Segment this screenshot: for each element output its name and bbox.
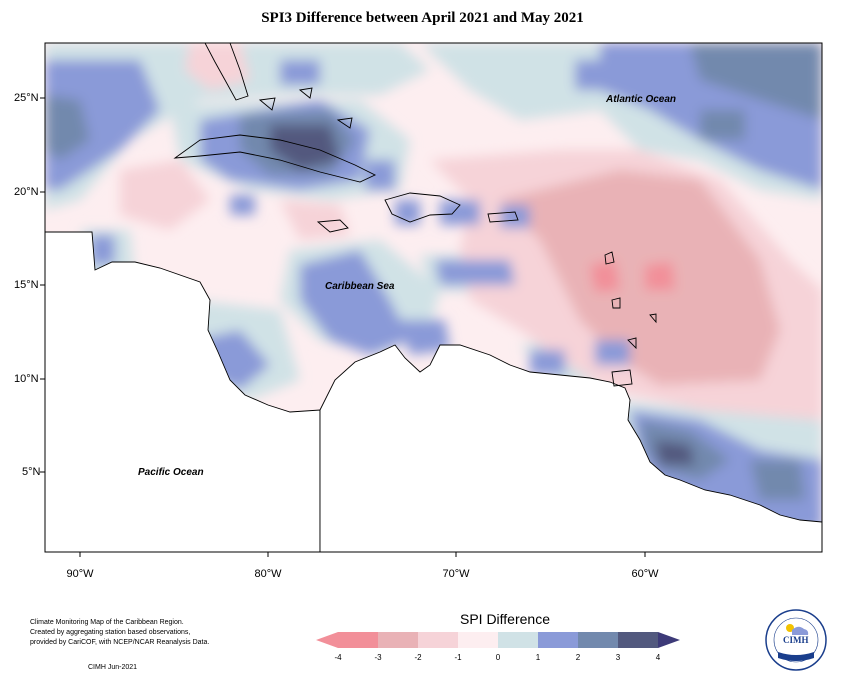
lon-label-60w: 60°W bbox=[631, 568, 659, 580]
lon-label-70w: 70°W bbox=[442, 568, 470, 580]
legend-title: SPI Difference bbox=[459, 611, 550, 627]
legend-tick: 4 bbox=[655, 653, 661, 662]
legend-tick: -3 bbox=[374, 653, 382, 662]
lat-label-20n: 20°N bbox=[14, 186, 39, 198]
legend-tick: 2 bbox=[575, 653, 581, 662]
credit-date: CIMH Jun-2021 bbox=[88, 664, 138, 671]
land-outlines bbox=[45, 43, 822, 552]
legend-tick: 3 bbox=[615, 653, 621, 662]
legend-tick: -2 bbox=[414, 653, 422, 662]
caribbean-sea-label: Caribbean Sea bbox=[325, 281, 395, 292]
lat-label-25n: 25°N bbox=[14, 92, 39, 104]
lon-label-80w: 80°W bbox=[254, 568, 282, 580]
logo-text: CIMH bbox=[783, 635, 809, 645]
atlantic-ocean-label: Atlantic Ocean bbox=[606, 94, 677, 105]
axis-ticks bbox=[40, 97, 646, 557]
legend-tick: -4 bbox=[334, 653, 342, 662]
lat-label-5n: 5°N bbox=[22, 466, 41, 478]
credit-text: Climate Monitoring Map of the Caribbean … bbox=[30, 618, 250, 648]
lat-label-15n: 15°N bbox=[14, 279, 39, 291]
map-frame bbox=[44, 42, 823, 553]
legend-tick: 0 bbox=[495, 653, 501, 662]
pacific-ocean-label: Pacific Ocean bbox=[138, 467, 204, 478]
credit-line-1: Climate Monitoring Map of the Caribbean … bbox=[30, 619, 184, 626]
legend-colorbar bbox=[316, 632, 680, 648]
cimh-logo bbox=[765, 609, 827, 671]
credit-line-2: Created by aggregating station based obs… bbox=[30, 629, 191, 636]
map-title: SPI3 Difference between April 2021 and M… bbox=[261, 10, 584, 26]
legend-tick: -1 bbox=[454, 653, 462, 662]
credit-line-3: provided by CariCOF, with NCEP/NCAR Rean… bbox=[30, 639, 210, 646]
lat-label-10n: 10°N bbox=[14, 373, 39, 385]
legend-tick: 1 bbox=[535, 653, 541, 662]
lon-label-90w: 90°W bbox=[66, 568, 94, 580]
